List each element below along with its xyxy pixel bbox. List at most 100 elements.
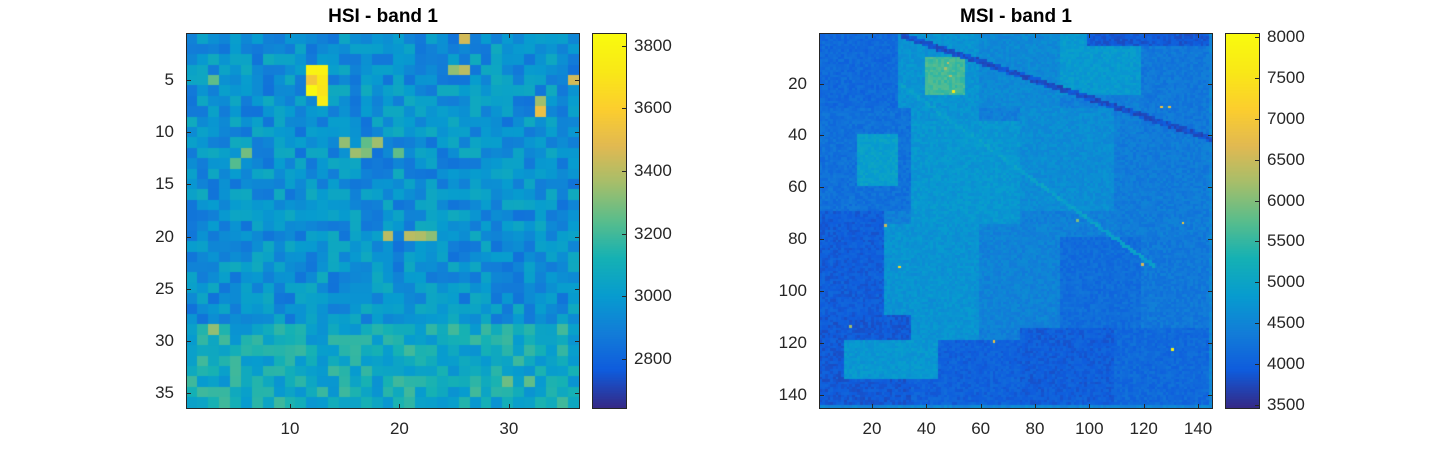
y-tick-label: 140 bbox=[778, 384, 807, 404]
colorbar-tick-label: 3200 bbox=[634, 223, 672, 243]
y-tick-label: 25 bbox=[155, 278, 174, 298]
colorbar-tick-label: 5000 bbox=[1267, 272, 1305, 292]
y-tick-mark bbox=[575, 288, 580, 290]
colorbar-tick-mark bbox=[1255, 159, 1260, 161]
x-tick-label: 120 bbox=[1129, 419, 1158, 438]
x-tick-mark bbox=[399, 33, 401, 38]
y-tick-mark bbox=[186, 341, 191, 343]
colorbar-tick-label: 3000 bbox=[634, 286, 672, 306]
colorbar-tick-label: 6500 bbox=[1267, 149, 1305, 169]
y-tick-mark bbox=[1208, 83, 1213, 85]
x-tick-label: 40 bbox=[916, 419, 936, 438]
msi-heatmap bbox=[820, 34, 1212, 408]
hsi-axes bbox=[186, 33, 580, 409]
y-tick-mark bbox=[819, 394, 824, 396]
y-tick-mark bbox=[1208, 342, 1213, 344]
y-tick-label: 20 bbox=[155, 226, 174, 246]
y-tick-label: 40 bbox=[788, 125, 807, 145]
y-tick-label: 120 bbox=[778, 332, 807, 352]
colorbar-tick-label: 2800 bbox=[634, 348, 672, 368]
colorbar-tick-mark bbox=[622, 45, 627, 47]
colorbar-tick-mark bbox=[1255, 404, 1260, 406]
y-tick-label: 20 bbox=[788, 73, 807, 93]
x-tick-label: 60 bbox=[971, 419, 991, 438]
colorbar-tick-mark bbox=[1255, 37, 1260, 39]
x-tick-mark bbox=[1035, 404, 1037, 409]
y-tick-mark bbox=[1208, 394, 1213, 396]
y-tick-mark bbox=[186, 393, 191, 395]
colorbar-tick-mark bbox=[1255, 282, 1260, 284]
x-tick-mark bbox=[1198, 404, 1200, 409]
colorbar-tick-label: 4000 bbox=[1267, 354, 1305, 374]
y-tick-mark bbox=[575, 393, 580, 395]
x-tick-mark bbox=[980, 404, 982, 409]
msi-colorbar bbox=[1225, 33, 1260, 409]
x-tick-mark bbox=[871, 33, 873, 38]
y-tick-mark bbox=[575, 341, 580, 343]
colorbar-tick-label: 3500 bbox=[1267, 394, 1305, 414]
x-tick-mark bbox=[1089, 33, 1091, 38]
colorbar-tick-mark bbox=[622, 170, 627, 172]
colorbar-tick-mark bbox=[1255, 200, 1260, 202]
x-tick-mark bbox=[926, 404, 928, 409]
x-tick-label: 30 bbox=[499, 419, 519, 438]
y-tick-label: 60 bbox=[788, 177, 807, 197]
colorbar-tick-label: 7000 bbox=[1267, 108, 1305, 128]
x-tick-mark bbox=[508, 404, 510, 409]
y-tick-mark bbox=[1208, 291, 1213, 292]
y-tick-mark bbox=[1208, 135, 1213, 137]
y-tick-mark bbox=[819, 239, 824, 241]
colorbar-tick-mark bbox=[1255, 241, 1260, 243]
colorbar-tick-mark bbox=[622, 108, 627, 110]
x-tick-mark bbox=[508, 33, 510, 38]
x-tick-mark bbox=[980, 33, 982, 38]
y-tick-mark bbox=[819, 291, 824, 292]
x-tick-mark bbox=[1198, 33, 1200, 38]
hsi-title: HSI - band 1 bbox=[328, 6, 438, 27]
x-tick-mark bbox=[289, 33, 291, 38]
msi-colorbar-gradient bbox=[1226, 34, 1259, 408]
colorbar-tick-label: 3600 bbox=[634, 98, 672, 118]
x-tick-label: 20 bbox=[389, 419, 409, 438]
x-tick-label: 100 bbox=[1075, 419, 1104, 438]
y-tick-mark bbox=[575, 80, 580, 81]
y-tick-mark bbox=[575, 132, 580, 134]
colorbar-tick-mark bbox=[1255, 77, 1260, 79]
hsi-colorbar-gradient bbox=[593, 34, 626, 408]
y-tick-label: 35 bbox=[155, 383, 174, 403]
y-tick-mark bbox=[819, 83, 824, 85]
x-tick-label: 10 bbox=[280, 419, 300, 438]
colorbar-tick-label: 8000 bbox=[1267, 27, 1305, 47]
y-tick-label: 80 bbox=[788, 229, 807, 249]
x-tick-mark bbox=[289, 404, 291, 409]
colorbar-tick-mark bbox=[622, 233, 627, 235]
y-tick-mark bbox=[575, 236, 580, 238]
y-tick-mark bbox=[1208, 187, 1213, 189]
y-tick-mark bbox=[819, 342, 824, 344]
msi-axes bbox=[819, 33, 1213, 409]
y-tick-label: 100 bbox=[778, 281, 807, 300]
y-tick-mark bbox=[186, 80, 191, 81]
colorbar-tick-label: 4500 bbox=[1267, 313, 1305, 333]
x-tick-label: 80 bbox=[1025, 419, 1045, 438]
x-tick-mark bbox=[1143, 33, 1145, 38]
x-tick-mark bbox=[1089, 404, 1091, 409]
x-tick-mark bbox=[1035, 33, 1037, 38]
x-tick-mark bbox=[871, 404, 873, 409]
x-tick-mark bbox=[926, 33, 928, 38]
y-tick-mark bbox=[1208, 239, 1213, 241]
colorbar-tick-mark bbox=[622, 358, 627, 360]
hsi-heatmap bbox=[187, 34, 579, 408]
y-tick-label: 10 bbox=[155, 122, 174, 142]
msi-title: MSI - band 1 bbox=[960, 6, 1072, 27]
y-tick-mark bbox=[186, 288, 191, 290]
y-tick-mark bbox=[186, 236, 191, 238]
colorbar-tick-mark bbox=[1255, 364, 1260, 366]
y-tick-mark bbox=[819, 135, 824, 137]
x-tick-label: 140 bbox=[1183, 419, 1213, 438]
colorbar-tick-label: 3800 bbox=[634, 35, 672, 55]
colorbar-tick-mark bbox=[1255, 323, 1260, 325]
y-tick-mark bbox=[186, 184, 191, 186]
y-tick-label: 15 bbox=[155, 174, 174, 194]
colorbar-tick-mark bbox=[622, 296, 627, 298]
